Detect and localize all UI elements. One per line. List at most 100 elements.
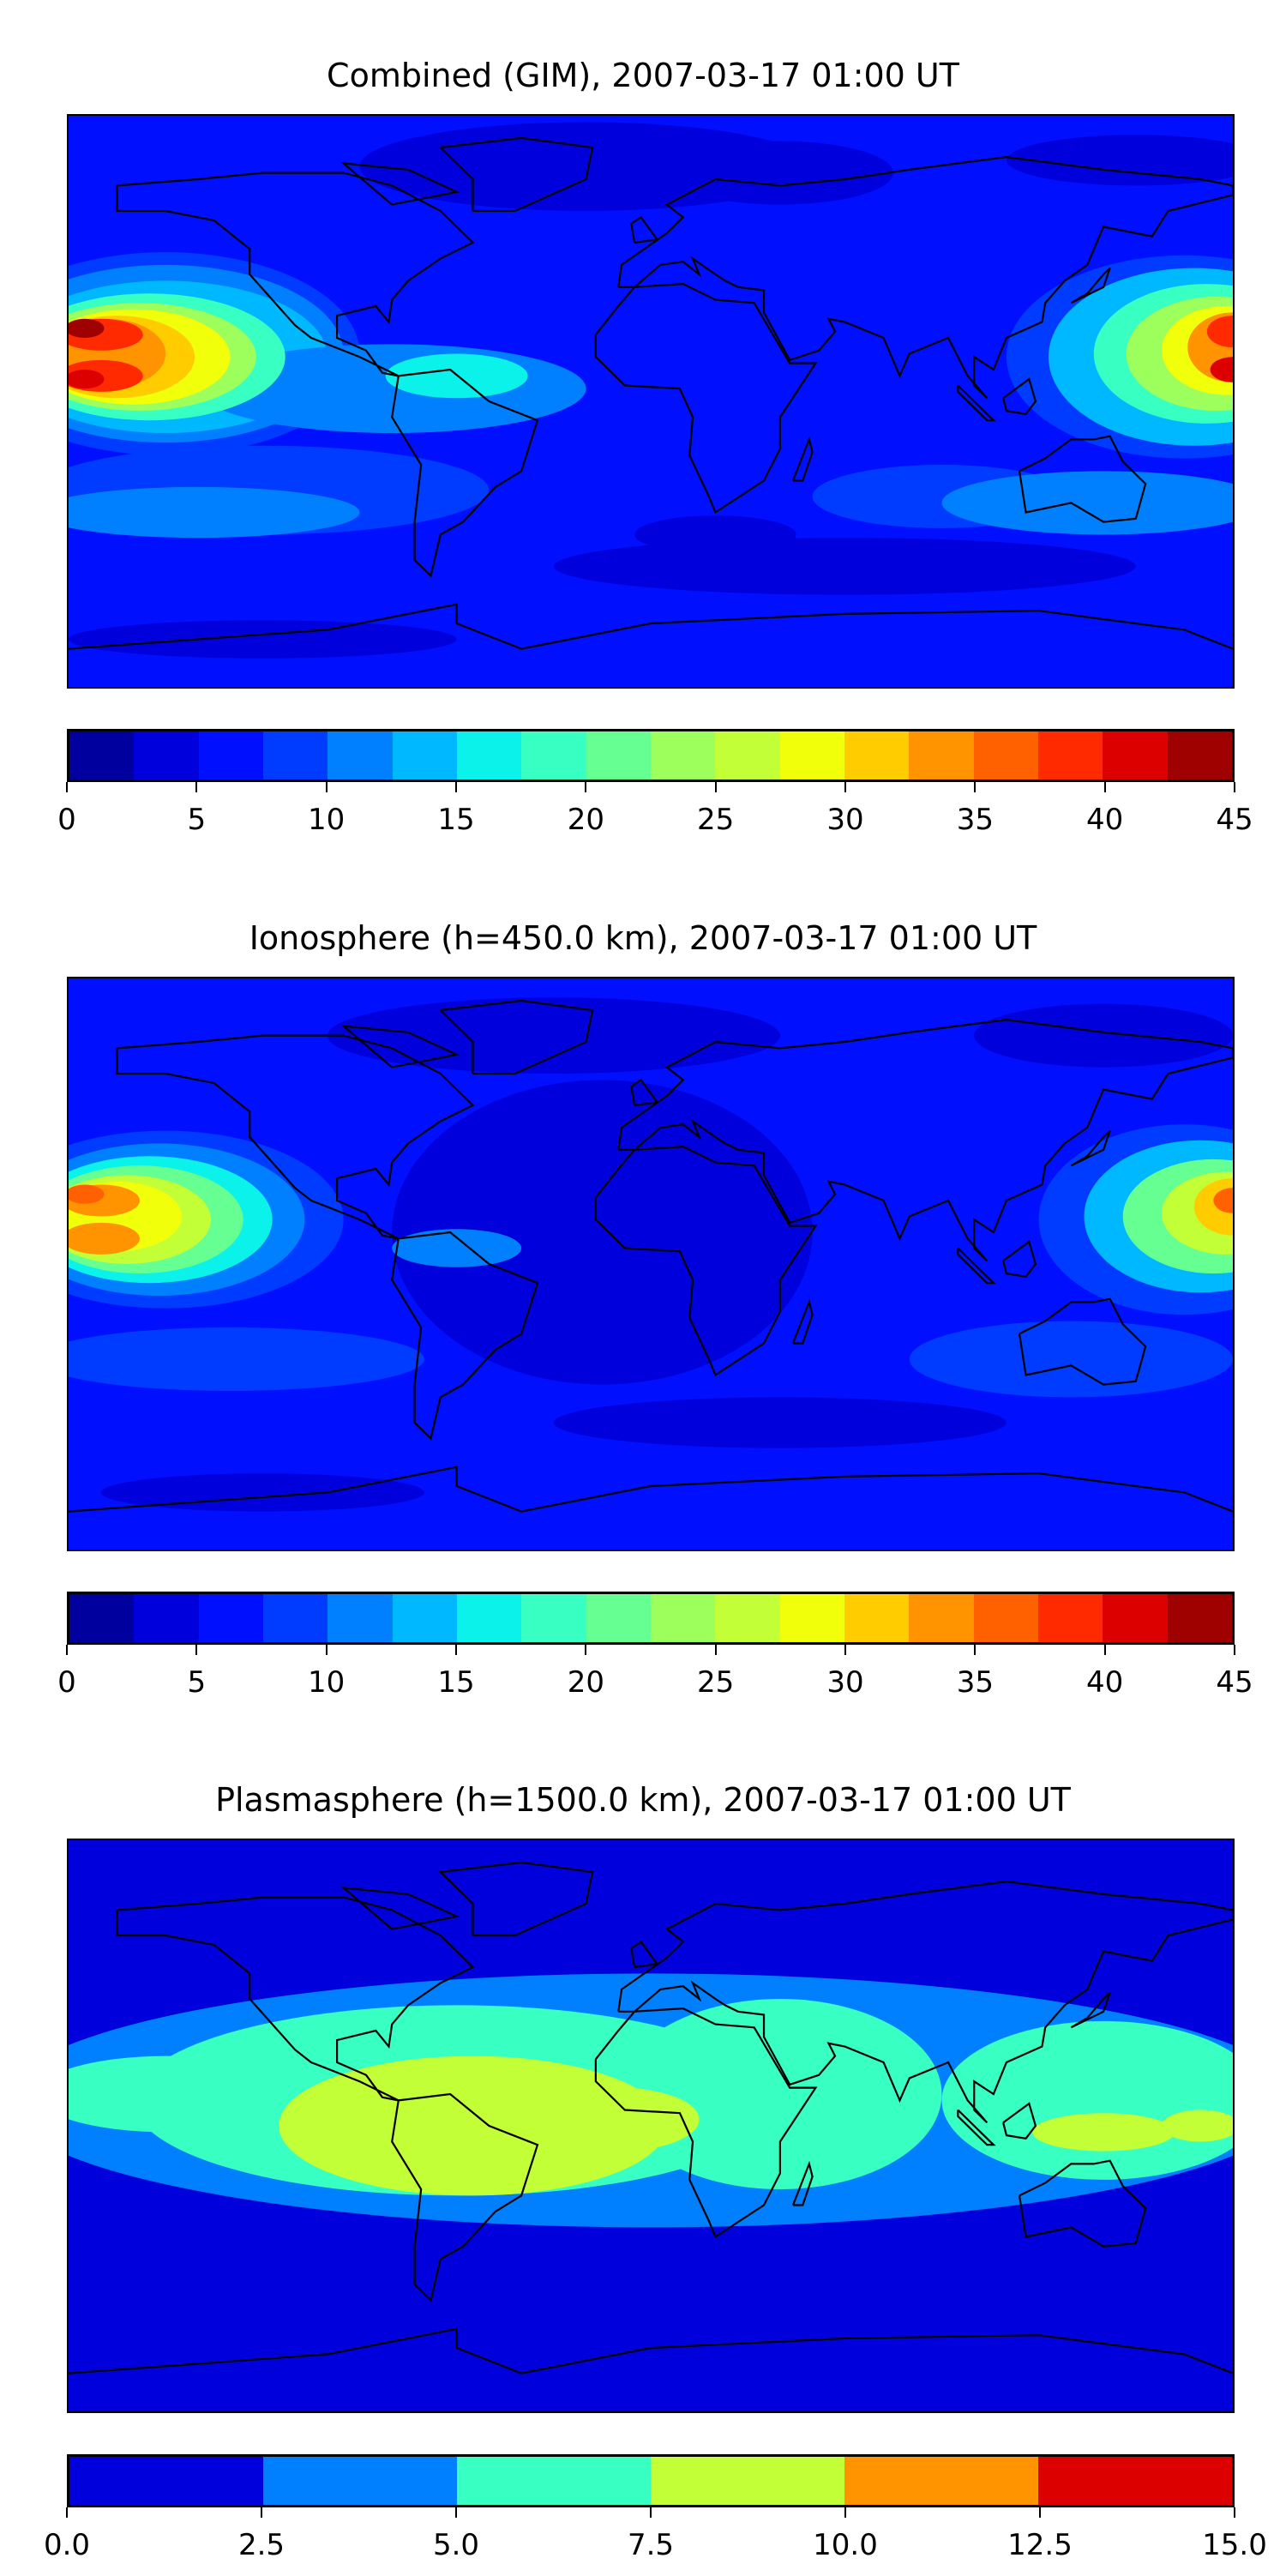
tick-label: 15 (437, 1665, 475, 1700)
coastline (1071, 1131, 1109, 1166)
colorbar-segment (844, 2457, 1038, 2505)
colorbar-segment (844, 1594, 910, 1642)
coastline (958, 386, 993, 421)
contour-region (666, 141, 893, 205)
tick-mark (1103, 1645, 1106, 1655)
tick-mark (1103, 782, 1106, 792)
colorbar-ticks-plasmasphere: 0.0 2.5 5.0 7.5 10.0 12.5 15.0 (44, 2507, 1267, 2576)
tick-label: 30 (826, 1665, 864, 1700)
coastline (618, 1020, 1233, 1261)
colorbar-segment (69, 1594, 135, 1642)
contour-region (1006, 135, 1233, 186)
colorbar-segment (69, 2457, 263, 2505)
coastline (392, 370, 538, 576)
tick-label: 25 (697, 1665, 735, 1700)
tick-label: 45 (1216, 1665, 1253, 1700)
tick-mark (844, 782, 846, 792)
tick-label: 10 (308, 803, 346, 837)
coastline (1071, 1993, 1109, 2028)
tick-label: 45 (1216, 803, 1253, 837)
coastline (596, 284, 816, 512)
coastline (1071, 268, 1109, 304)
coastline (1019, 436, 1145, 522)
tick-mark (195, 1645, 198, 1655)
tick-mark (261, 2507, 262, 2518)
tick-label: 7.5 (627, 2528, 675, 2562)
contour-region (100, 1473, 424, 1512)
colorbar-segment (328, 1594, 393, 1642)
contour-region (69, 1184, 105, 1204)
colorbar-segment (457, 2457, 651, 2505)
coastline (1019, 2161, 1145, 2247)
contour-region (553, 1397, 1007, 1448)
tick-mark (974, 1645, 977, 1655)
tick-label: 35 (956, 1665, 994, 1700)
coastline (392, 1232, 538, 1439)
tick-label: 5 (187, 803, 207, 837)
tick-label: 30 (826, 803, 864, 837)
colorbar-segment (328, 731, 393, 779)
contour-region (1213, 1188, 1233, 1213)
colorbar-segment (909, 1594, 974, 1642)
coastline (441, 138, 592, 211)
tick-mark (455, 782, 457, 792)
coastline (631, 1941, 657, 1967)
tick-mark (325, 782, 328, 792)
tick-mark (1234, 1645, 1235, 1655)
colorbar-segment (1103, 731, 1168, 779)
coastline (596, 2008, 816, 2236)
contour-region (1206, 316, 1233, 348)
tick-mark (66, 2507, 68, 2518)
coastline (69, 605, 1233, 649)
tick-label: 20 (567, 1665, 604, 1700)
tick-label: 15.0 (1202, 2528, 1267, 2562)
colorbar-segment (392, 1594, 457, 1642)
contour-region (392, 1080, 813, 1385)
tick-label: 2.5 (237, 2528, 285, 2562)
colorbar-segment (69, 731, 135, 779)
tick-label: 10 (308, 1665, 346, 1700)
map-combined (67, 114, 1235, 689)
tick-mark (66, 782, 68, 792)
contour-region (618, 1999, 942, 2189)
coastline (1019, 1299, 1145, 1385)
contour-region (537, 2087, 700, 2152)
colorbar-segment (844, 731, 910, 779)
coastline (344, 164, 457, 205)
colorbar-segment (1167, 731, 1232, 779)
colorbar-ticks-ionosphere: 0 5 10 15 20 25 30 35 40 45 (57, 1645, 1253, 1713)
tick-mark (1234, 782, 1235, 792)
colorbar-segment (650, 1594, 716, 1642)
tick-label: 15 (437, 803, 475, 837)
tick-mark (1039, 2507, 1041, 2518)
plot-title-ionosphere: Ionosphere (h=450.0 km), 2007-03-17 01:0… (249, 919, 1037, 957)
coastline (793, 1302, 813, 1343)
coastline (596, 1147, 816, 1375)
tick-mark (650, 2507, 652, 2518)
tick-mark (714, 782, 717, 792)
contour-region (392, 1229, 522, 1267)
colorbar-segment (909, 731, 974, 779)
colorbar-ticks-combined: 0 5 10 15 20 25 30 35 40 45 (57, 782, 1253, 851)
colorbar-plasmasphere (67, 2454, 1235, 2507)
tick-label: 20 (567, 803, 604, 837)
colorbar-segment (651, 2457, 844, 2505)
tick-label: 35 (956, 803, 994, 837)
colorbar-segment (1037, 731, 1103, 779)
tick-mark (195, 782, 198, 792)
tick-label: 0 (57, 803, 76, 837)
coastline (69, 1467, 1233, 1512)
contour-region (909, 1321, 1233, 1398)
colorbar-segment (456, 731, 522, 779)
tick-mark (455, 2507, 457, 2518)
contour-region (1032, 2113, 1175, 2152)
colorbar-segment (973, 731, 1038, 779)
contour-region (1210, 357, 1233, 382)
map-ionosphere (67, 977, 1235, 1551)
plot-title-plasmasphere: Plasmasphere (h=1500.0 km), 2007-03-17 0… (215, 1781, 1071, 1819)
colorbar-combined (67, 729, 1235, 782)
tick-mark (844, 2507, 846, 2518)
colorbar-segment (262, 1594, 328, 1642)
coastline (441, 1001, 592, 1074)
coastline (441, 1863, 592, 1935)
